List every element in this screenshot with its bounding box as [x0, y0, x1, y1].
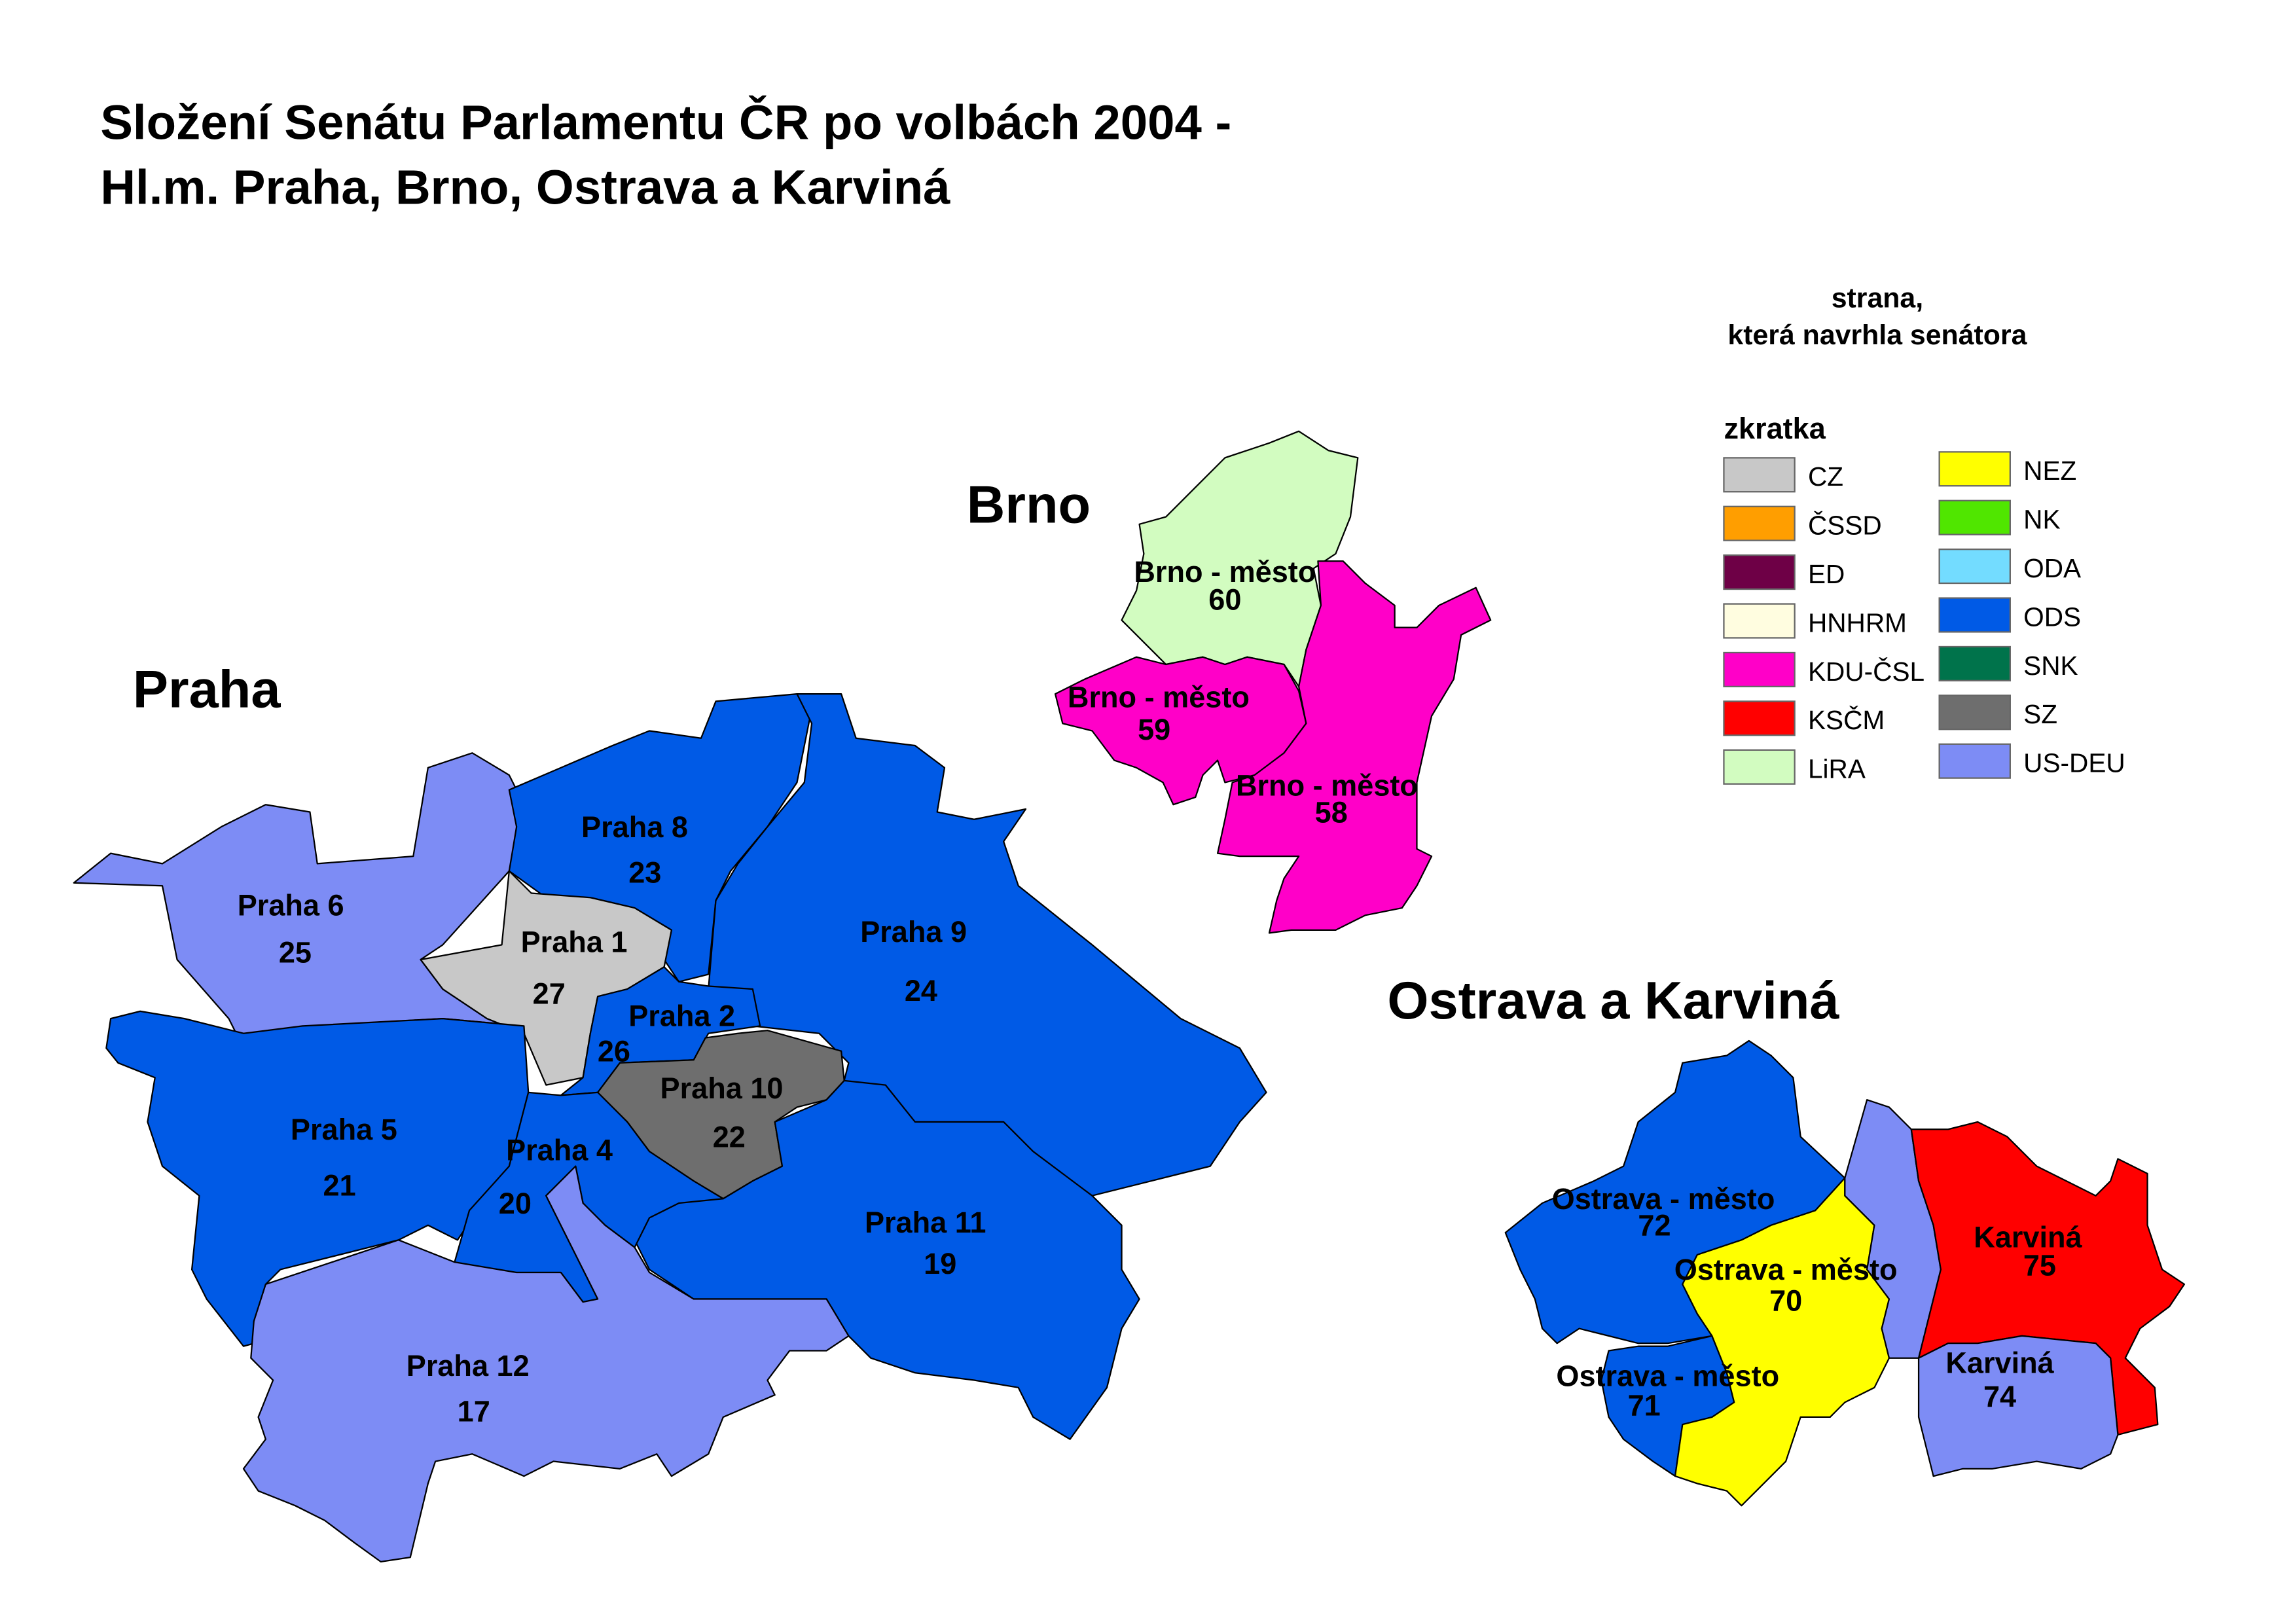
- legend-swatch: [1723, 651, 1796, 687]
- city-label-ostrava: Ostrava a Karviná: [1387, 971, 1839, 1030]
- region-number-praha-6: 25: [279, 935, 312, 969]
- legend-label: NEZ: [2023, 456, 2076, 486]
- legend-swatch: [1723, 749, 1796, 785]
- region-label-praha-11: Praha 11: [865, 1206, 986, 1239]
- map-title-line1: Složení Senátu Parlamentu ČR po volbách …: [100, 95, 1231, 149]
- region-label-praha-4: Praha 4: [506, 1134, 613, 1167]
- legend-heading-line1: strana,: [1832, 282, 1923, 314]
- legend-swatch: [1938, 695, 2011, 731]
- legend-swatch: [1938, 451, 2011, 487]
- region-number-brno-58: 58: [1315, 795, 1348, 829]
- legend-swatch: [1938, 549, 2011, 585]
- region-number-ostrava-72: 72: [1638, 1209, 1671, 1242]
- region-label-praha-1: Praha 1: [521, 926, 628, 959]
- region-number-praha-4: 20: [499, 1187, 532, 1220]
- region-number-praha-12: 17: [458, 1395, 490, 1428]
- legend-label: CZ: [1808, 461, 1843, 492]
- legend-swatch: [1723, 457, 1796, 493]
- region-label-brno-59: Brno - město: [1068, 680, 1250, 713]
- region-label-ostrava-72: Ostrava - město: [1552, 1182, 1775, 1216]
- brno-map: Brno - město 60 Brno - město 59 Brno - m…: [1054, 430, 1492, 934]
- region-karvina-74[interactable]: [1917, 1335, 2119, 1477]
- praha-map: Praha 6 25 Praha 1 27 Praha 8 23 Praha 9…: [73, 693, 1267, 1562]
- map-title-line2: Hl.m. Praha, Brno, Ostrava a Karviná: [100, 160, 950, 215]
- ostrava-karvina-map: Ostrava - město 72 Ostrava - město 70 Os…: [1504, 1039, 2186, 1507]
- legend-swatch: [1938, 743, 2011, 779]
- legend-swatch: [1723, 505, 1796, 541]
- region-number-praha-1: 27: [533, 977, 566, 1011]
- region-label-praha-10: Praha 10: [660, 1072, 784, 1105]
- legend-label: ED: [1808, 559, 1845, 589]
- region-number-praha-9: 24: [905, 974, 937, 1007]
- legend-label: ČSSD: [1808, 511, 1882, 541]
- region-number-praha-2: 26: [598, 1035, 630, 1068]
- region-number-brno-59: 59: [1138, 713, 1170, 746]
- city-label-brno: Brno: [967, 476, 1091, 535]
- region-label-praha-9: Praha 9: [860, 915, 967, 948]
- region-label-praha-12: Praha 12: [407, 1349, 530, 1382]
- region-label-ostrava-70: Ostrava - město: [1674, 1253, 1898, 1286]
- region-number-praha-8: 23: [628, 856, 661, 890]
- region-label-ostrava-71: Ostrava - město: [1556, 1360, 1779, 1393]
- legend-label: SZ: [2023, 699, 2057, 729]
- region-number-karvina-75: 75: [2023, 1248, 2056, 1282]
- legend-label: KSČM: [1808, 705, 1885, 735]
- region-praha-9[interactable]: [708, 693, 1267, 1197]
- region-number-praha-5: 21: [323, 1169, 356, 1202]
- legend-swatch: [1938, 597, 2011, 633]
- region-number-brno-60: 60: [1208, 583, 1241, 617]
- city-label-praha: Praha: [133, 660, 281, 719]
- legend-swatch: [1723, 554, 1796, 590]
- legend-label: KDU-ČSL: [1808, 657, 1925, 687]
- region-label-brno-58: Brno - město: [1236, 769, 1418, 803]
- legend-label: NK: [2023, 505, 2060, 535]
- region-praha-12[interactable]: [242, 1165, 850, 1562]
- region-label-praha-6: Praha 6: [238, 888, 344, 922]
- legend-label: SNK: [2023, 651, 2078, 681]
- legend-label: ODA: [2023, 553, 2081, 583]
- region-number-karvina-74: 74: [1983, 1380, 2016, 1413]
- region-label-praha-5: Praha 5: [291, 1113, 397, 1146]
- legend-swatch: [1938, 645, 2011, 681]
- region-label-praha-2: Praha 2: [628, 999, 735, 1032]
- region-label-praha-8: Praha 8: [581, 810, 688, 844]
- legend-subheading: zkratka: [1724, 412, 1826, 445]
- legend-label: HNHRM: [1808, 607, 1907, 638]
- region-brno-58[interactable]: [1216, 560, 1492, 934]
- region-label-karvina-75: Karviná: [1974, 1221, 2082, 1254]
- region-praha-5[interactable]: [105, 1010, 530, 1347]
- legend-swatch: [1938, 499, 2011, 535]
- legend: strana, která navrhla senátora zkratka C…: [1723, 282, 2125, 785]
- legend-swatch: [1723, 603, 1796, 639]
- region-number-praha-10: 22: [713, 1120, 746, 1153]
- legend-heading-line2: která navrhla senátora: [1727, 319, 2027, 351]
- region-label-karvina-74: Karviná: [1945, 1346, 2054, 1379]
- region-karvina-75[interactable]: [1910, 1121, 2186, 1436]
- legend-label: US-DEU: [2023, 748, 2125, 778]
- region-number-ostrava-71: 71: [1628, 1389, 1661, 1422]
- legend-label: LiRA: [1808, 754, 1866, 784]
- region-label-brno-60: Brno - město: [1134, 555, 1316, 588]
- region-number-praha-11: 19: [924, 1247, 956, 1280]
- region-number-ostrava-70: 70: [1769, 1284, 1802, 1318]
- legend-swatch: [1723, 700, 1796, 736]
- legend-label: ODS: [2023, 602, 2081, 632]
